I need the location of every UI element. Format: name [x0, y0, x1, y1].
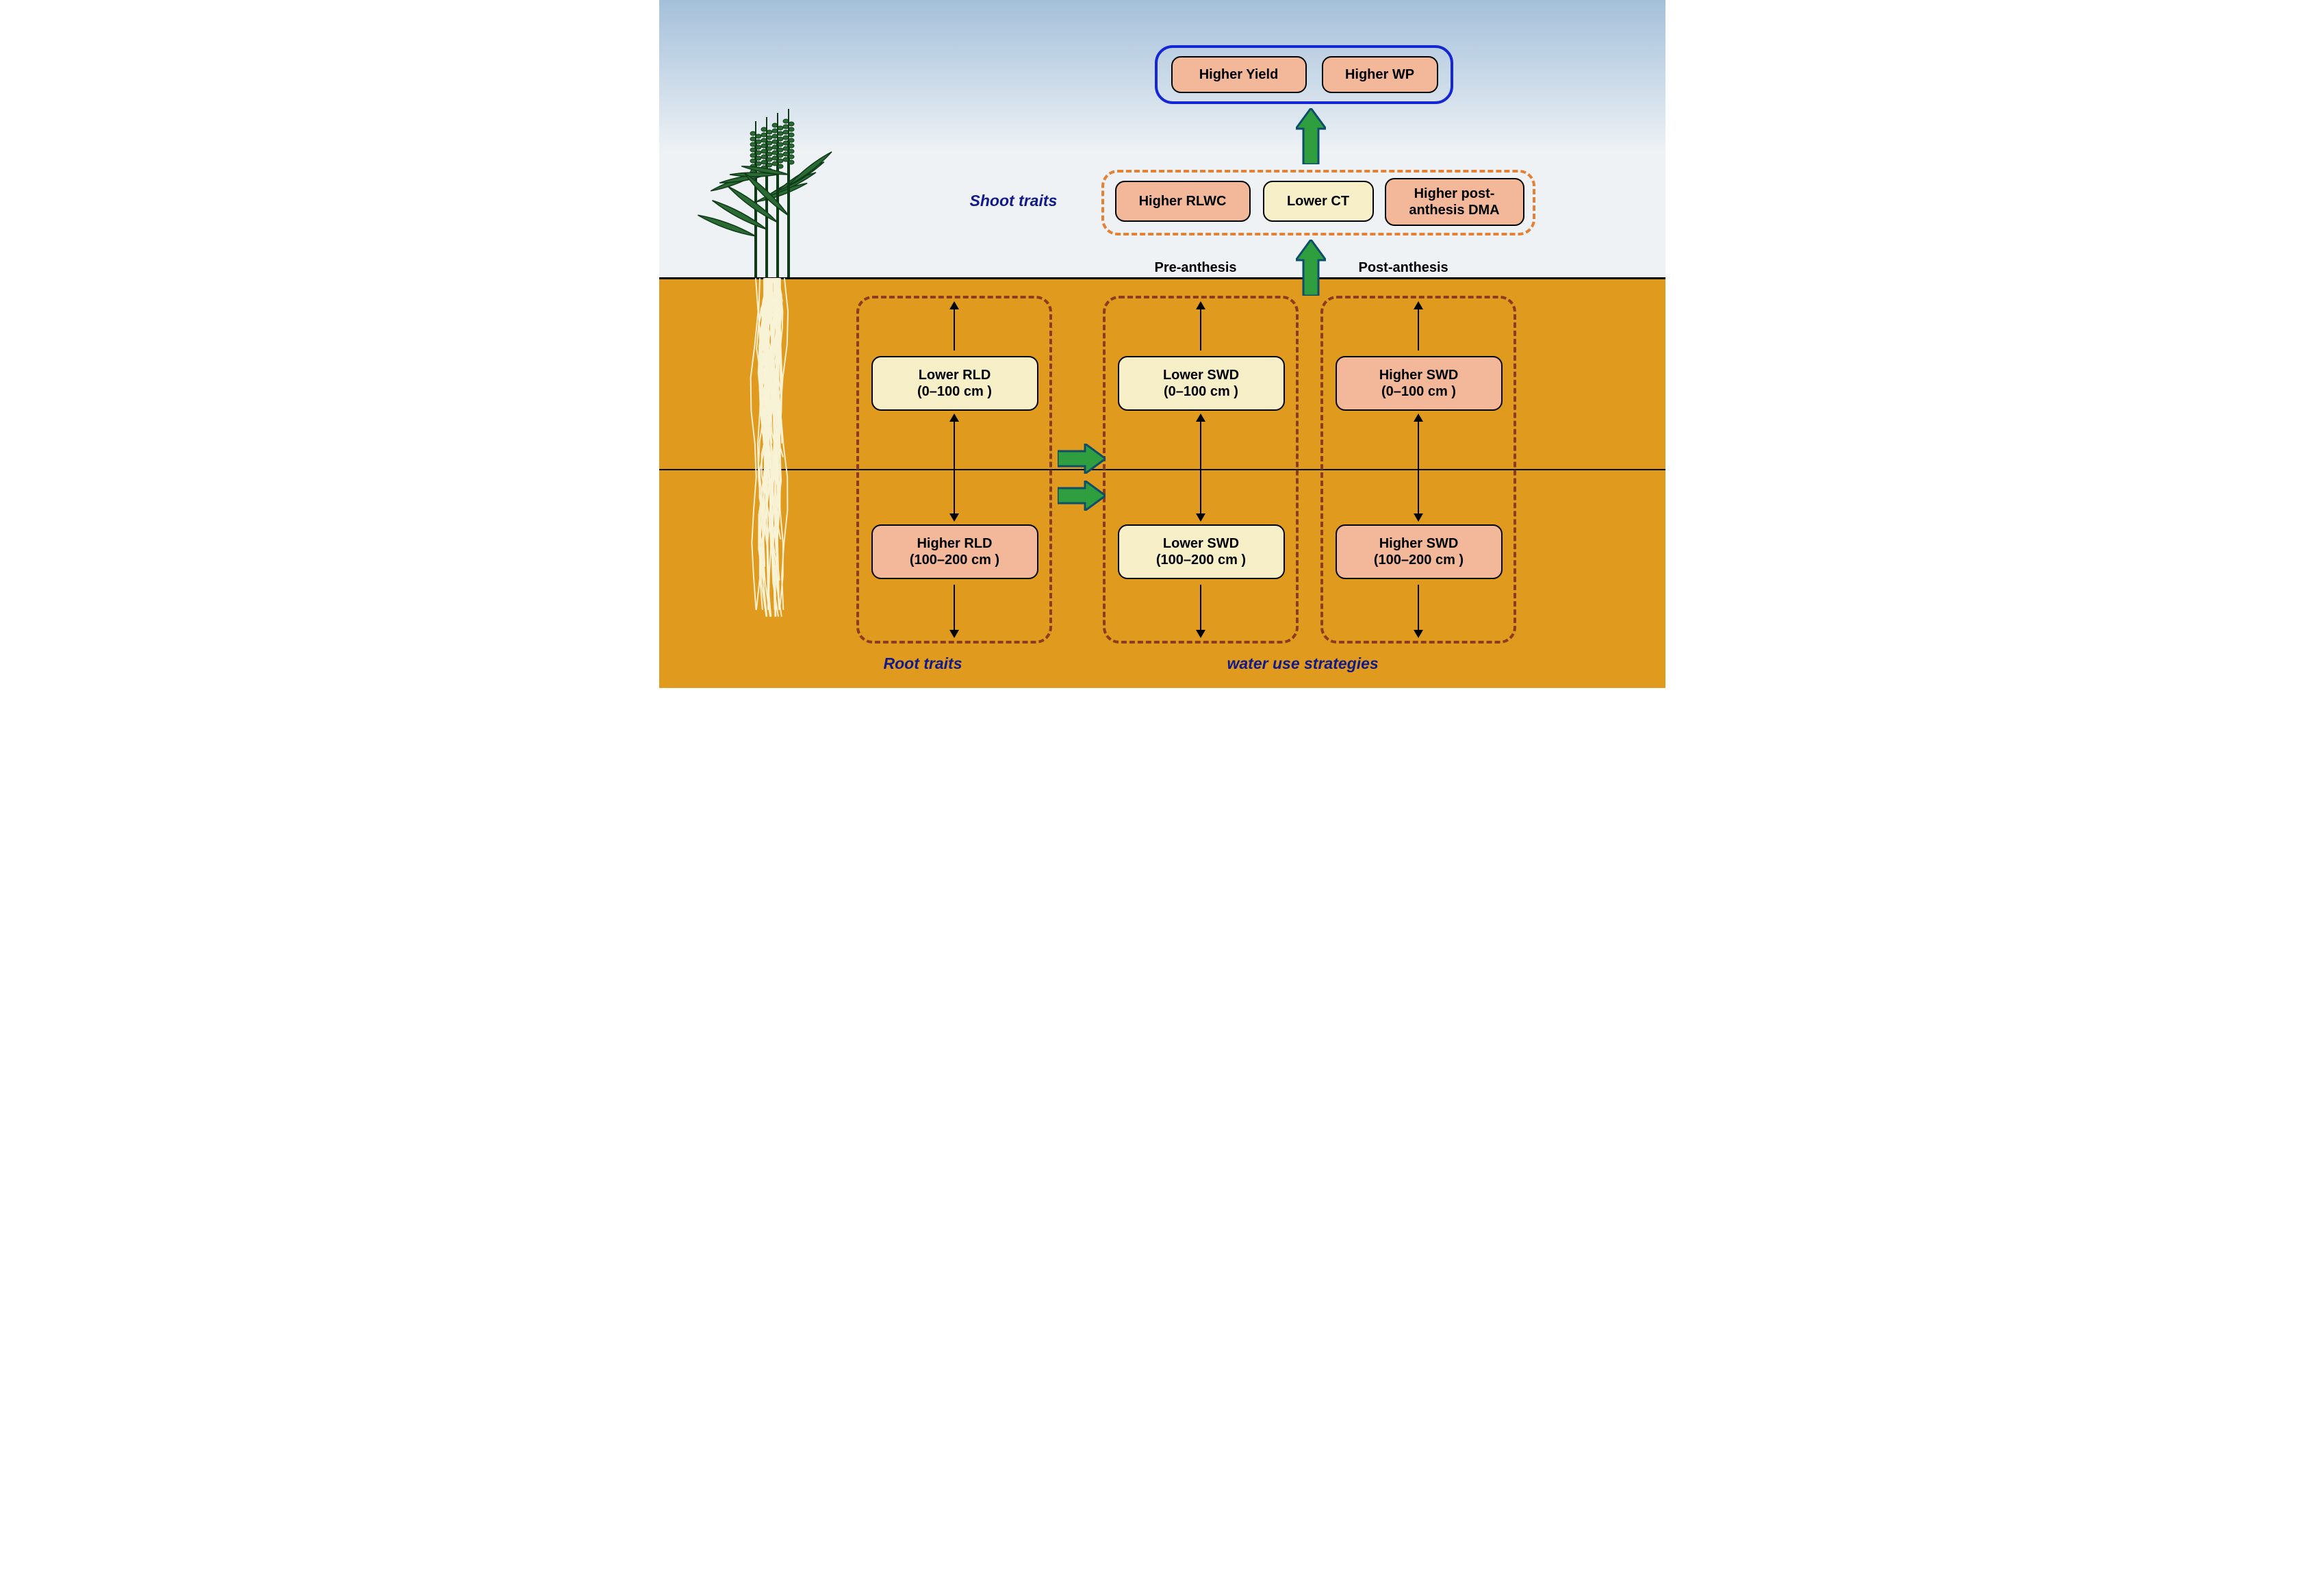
- root-arrow-bottom-down: [954, 585, 955, 631]
- post-upper-l1: Higher SWD: [1379, 368, 1459, 383]
- pre-upper-label: Lower SWD (0–100 cm ): [1163, 367, 1239, 400]
- root-upper-l1: Lower RLD: [919, 368, 991, 383]
- pre-upper-l1: Lower SWD: [1163, 368, 1239, 383]
- post-upper-label: Higher SWD (0–100 cm ): [1379, 367, 1459, 400]
- post-lower-label: Higher SWD (100–200 cm ): [1374, 535, 1464, 568]
- root-upper-l2: (0–100 cm ): [917, 384, 992, 399]
- pre-arrow-middle: [1200, 420, 1201, 515]
- shoot-ct-box: Lower CT: [1263, 181, 1374, 222]
- root-lower-label: Higher RLD (100–200 cm ): [910, 535, 999, 568]
- pre-lower-l2: (100–200 cm ): [1156, 552, 1246, 568]
- shoot-ct-label: Lower CT: [1287, 193, 1349, 209]
- root-arrow-middle: [954, 420, 955, 515]
- post-arrow-top-up: [1418, 308, 1419, 351]
- shoot-rlwc-label: Higher RLWC: [1139, 193, 1227, 209]
- root-arrow-top-up: [954, 308, 955, 351]
- pre-lower-box: Lower SWD (100–200 cm ): [1118, 524, 1285, 579]
- post-lower-l1: Higher SWD: [1379, 536, 1459, 551]
- post-arrow-middle: [1418, 420, 1419, 515]
- root-upper-label: Lower RLD (0–100 cm ): [917, 367, 992, 400]
- post-arrow-bottom-down: [1418, 585, 1419, 631]
- post-lower-l2: (100–200 cm ): [1374, 552, 1464, 568]
- pre-lower-l1: Lower SWD: [1163, 536, 1239, 551]
- green-arrow-right-1: [1058, 444, 1106, 474]
- outcome-wp-label: Higher WP: [1345, 66, 1414, 83]
- pre-upper-box: Lower SWD (0–100 cm ): [1118, 356, 1285, 411]
- post-upper-l2: (0–100 cm ): [1381, 384, 1456, 399]
- post-lower-box: Higher SWD (100–200 cm ): [1336, 524, 1503, 579]
- green-arrow-up-1: [1296, 108, 1326, 164]
- pre-anthesis-label: Pre-anthesis: [1155, 260, 1237, 276]
- root-upper-box: Lower RLD (0–100 cm ): [871, 356, 1038, 411]
- shoot-traits-label: Shoot traits: [970, 192, 1058, 210]
- root-lower-l1: Higher RLD: [917, 536, 992, 551]
- pre-lower-label: Lower SWD (100–200 cm ): [1156, 535, 1246, 568]
- outcome-yield-box: Higher Yield: [1171, 56, 1307, 93]
- green-arrow-up-2: [1296, 240, 1326, 296]
- root-lower-box: Higher RLD (100–200 cm ): [871, 524, 1038, 579]
- shoot-rlwc-box: Higher RLWC: [1115, 181, 1251, 222]
- outcome-yield-label: Higher Yield: [1199, 66, 1279, 83]
- root-lower-l2: (100–200 cm ): [910, 552, 999, 568]
- pre-arrow-top-up: [1200, 308, 1201, 351]
- shoot-dma-label: Higher post- anthesis DMA: [1409, 186, 1499, 218]
- post-upper-box: Higher SWD (0–100 cm ): [1336, 356, 1503, 411]
- shoot-dma-box: Higher post- anthesis DMA: [1385, 178, 1524, 226]
- pre-arrow-bottom-down: [1200, 585, 1201, 631]
- pre-upper-l2: (0–100 cm ): [1164, 384, 1238, 399]
- green-arrow-right-2: [1058, 481, 1106, 511]
- plant-illustration: [693, 94, 851, 622]
- outcome-wp-box: Higher WP: [1322, 56, 1438, 93]
- shoot-dma-l2: anthesis DMA: [1409, 203, 1499, 218]
- post-anthesis-label: Post-anthesis: [1359, 260, 1448, 276]
- water-use-label: water use strategies: [1227, 654, 1379, 673]
- root-traits-label: Root traits: [884, 654, 962, 673]
- diagram-canvas: Higher Yield Higher WP Higher RLWC Lower…: [659, 0, 1665, 688]
- shoot-dma-l1: Higher post-: [1414, 186, 1495, 201]
